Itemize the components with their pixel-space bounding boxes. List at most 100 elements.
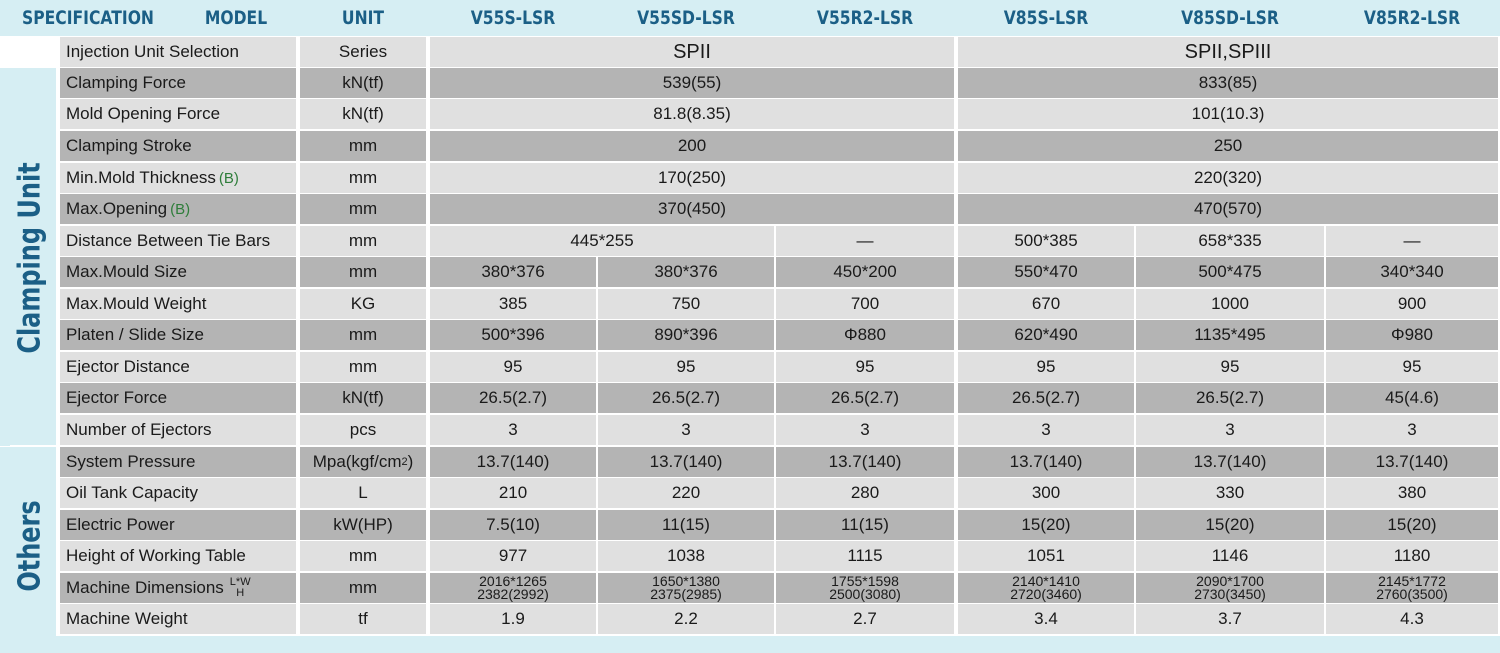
row-label: Injection Unit Selection [60, 37, 296, 67]
value-cell: 3 [1326, 415, 1498, 445]
dimension-note: (B) [170, 200, 191, 218]
value-cell: 11(15) [776, 510, 954, 540]
header-model-1: V55SD-LSR [613, 0, 759, 36]
row-label-text: Machine Dimensions [66, 578, 224, 597]
row-unit: KG [300, 289, 426, 319]
header-model-3: V85S-LSR [973, 0, 1119, 36]
value-cell: 900 [1326, 289, 1498, 319]
value-cell: 3 [598, 415, 774, 445]
header-model: MODEL [186, 0, 286, 36]
value-cell: Φ880 [776, 320, 954, 350]
value-cell: 1051 [958, 541, 1134, 571]
row-label-text: Electric Power [66, 515, 175, 534]
value-cell: 250 [958, 131, 1498, 161]
value-cell: 1115 [776, 541, 954, 571]
value-cell: 13.7(140) [1136, 447, 1324, 477]
value-cell: 1755*1598 2500(3080) [776, 573, 954, 603]
row-unit: Mpa(kgf/cm 2 ) [300, 447, 426, 477]
row-label-text: Ejector Distance [66, 357, 190, 376]
row-label: Platen / Slide Size [60, 320, 296, 350]
row-unit: kW(HP) [300, 510, 426, 540]
value-cell: 1180 [1326, 541, 1498, 571]
row-label: Ejector Force [60, 383, 296, 413]
value-line: 2090*1700 [1196, 573, 1264, 589]
value-cell: 3 [958, 415, 1134, 445]
header-unit: UNIT [311, 0, 415, 36]
value-cell: 445*255 [430, 226, 774, 256]
value-cell: 890*396 [598, 320, 774, 350]
row-unit: mm [300, 320, 426, 350]
value-cell: 200 [430, 131, 954, 161]
row-unit-text: mm [348, 199, 378, 218]
row-label-text: Platen / Slide Size [66, 325, 204, 344]
value-cell: 101(10.3) [958, 99, 1498, 129]
value-cell: SPII,SPIII [958, 37, 1498, 67]
row-unit-text: pcs [349, 420, 377, 439]
value-cell: 330 [1136, 478, 1324, 508]
row-label: Max.Mould Weight [60, 289, 296, 319]
row-label: Height of Working Table [60, 541, 296, 571]
row-unit-text: Mpa(kgf/cm [312, 452, 402, 471]
unit-superscript: 2 [401, 456, 408, 468]
row-label: Mold Opening Force [60, 99, 296, 129]
value-cell: 658*335 [1136, 226, 1324, 256]
value-cell: 1135*495 [1136, 320, 1324, 350]
value-cell: 3.4 [958, 604, 1134, 634]
value-cell: 95 [958, 352, 1134, 382]
value-cell: 15(20) [958, 510, 1134, 540]
value-line: 2760(3500) [1376, 586, 1448, 602]
row-label: Oil Tank Capacity [60, 478, 296, 508]
dims-subscript: L*W H [230, 577, 251, 599]
row-unit-text: kN(tf) [342, 104, 384, 123]
row-unit: mm [300, 226, 426, 256]
value-cell: 2016*1265 2382(2992) [430, 573, 596, 603]
bottom-strip [56, 636, 1500, 653]
value-cell: 26.5(2.7) [430, 383, 596, 413]
row-unit-text: kW(HP) [333, 515, 393, 534]
row-unit: L [300, 478, 426, 508]
row-unit-text: mm [348, 578, 378, 597]
value-cell: 380 [1326, 478, 1498, 508]
row-unit-text: kN(tf) [342, 73, 384, 92]
value-cell: 210 [430, 478, 596, 508]
value-cell: 1650*1380 2375(2985) [598, 573, 774, 603]
row-unit-text: mm [348, 546, 378, 565]
value-cell: 500*385 [958, 226, 1134, 256]
value-cell: 26.5(2.7) [1136, 383, 1324, 413]
row-unit-text: L [358, 483, 368, 502]
row-label-text: Height of Working Table [66, 546, 246, 565]
row-label: Machine Weight [60, 604, 296, 634]
row-unit-text: mm [348, 325, 378, 344]
row-label: Machine Dimensions L*W H [60, 573, 296, 603]
value-cell: 2090*1700 2730(3450) [1136, 573, 1324, 603]
value-cell: 95 [430, 352, 596, 382]
row-unit: pcs [300, 415, 426, 445]
dimension-note: (B) [218, 169, 239, 187]
value-cell: 11(15) [598, 510, 774, 540]
value-cell: 1038 [598, 541, 774, 571]
row-unit-text: mm [348, 136, 378, 155]
value-cell: 539(55) [430, 68, 954, 98]
row-label: Clamping Force [60, 68, 296, 98]
row-unit: tf [300, 604, 426, 634]
value-cell: 280 [776, 478, 954, 508]
value-cell: 470(570) [958, 194, 1498, 224]
value-cell: 450*200 [776, 257, 954, 287]
row-unit: mm [300, 194, 426, 224]
row-label-text: Number of Ejectors [66, 420, 212, 439]
value-cell: 300 [958, 478, 1134, 508]
header-specification: SPECIFICATION [15, 0, 161, 36]
value-cell: 380*376 [430, 257, 596, 287]
row-label-text: Clamping Stroke [66, 136, 192, 155]
dims-lw: L*W [229, 576, 251, 588]
value-cell: 4.3 [1326, 604, 1498, 634]
row-label: Number of Ejectors [60, 415, 296, 445]
value-cell: 170(250) [430, 163, 954, 193]
value-line: 2016*1265 [479, 573, 547, 589]
row-unit-text: kN(tf) [342, 388, 384, 407]
row-unit: mm [300, 352, 426, 382]
value-cell: 13.7(140) [598, 447, 774, 477]
value-cell: 7.5(10) [430, 510, 596, 540]
value-cell: 977 [430, 541, 596, 571]
